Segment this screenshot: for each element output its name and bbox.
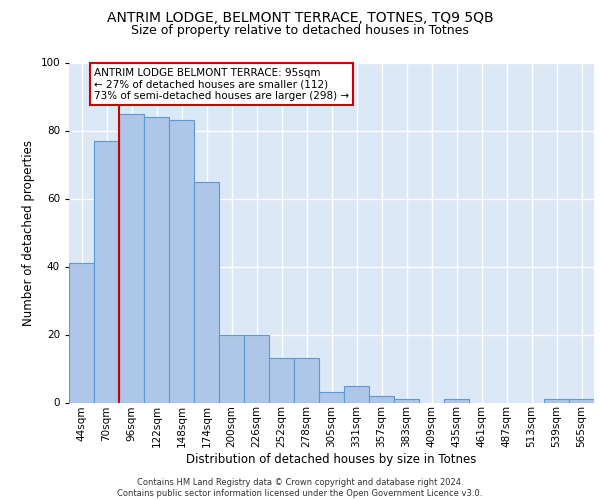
Bar [244,334,269,402]
Bar [69,263,94,402]
X-axis label: Distribution of detached houses by size in Totnes: Distribution of detached houses by size … [187,453,476,466]
Bar [94,140,119,402]
Y-axis label: Number of detached properties: Number of detached properties [22,140,35,326]
Bar [394,399,419,402]
Bar [219,334,244,402]
Bar [194,182,219,402]
Bar [169,120,194,402]
Text: Size of property relative to detached houses in Totnes: Size of property relative to detached ho… [131,24,469,37]
Bar [569,399,594,402]
Bar [319,392,344,402]
Bar [269,358,294,403]
Bar [544,399,569,402]
Bar [294,358,319,403]
Bar [344,386,369,402]
Bar [119,114,144,403]
Bar [369,396,394,402]
Text: ANTRIM LODGE, BELMONT TERRACE, TOTNES, TQ9 5QB: ANTRIM LODGE, BELMONT TERRACE, TOTNES, T… [107,11,493,25]
Text: ANTRIM LODGE BELMONT TERRACE: 95sqm
← 27% of detached houses are smaller (112)
7: ANTRIM LODGE BELMONT TERRACE: 95sqm ← 27… [94,68,349,101]
Bar [144,117,169,403]
Text: Contains HM Land Registry data © Crown copyright and database right 2024.
Contai: Contains HM Land Registry data © Crown c… [118,478,482,498]
Bar [444,399,469,402]
